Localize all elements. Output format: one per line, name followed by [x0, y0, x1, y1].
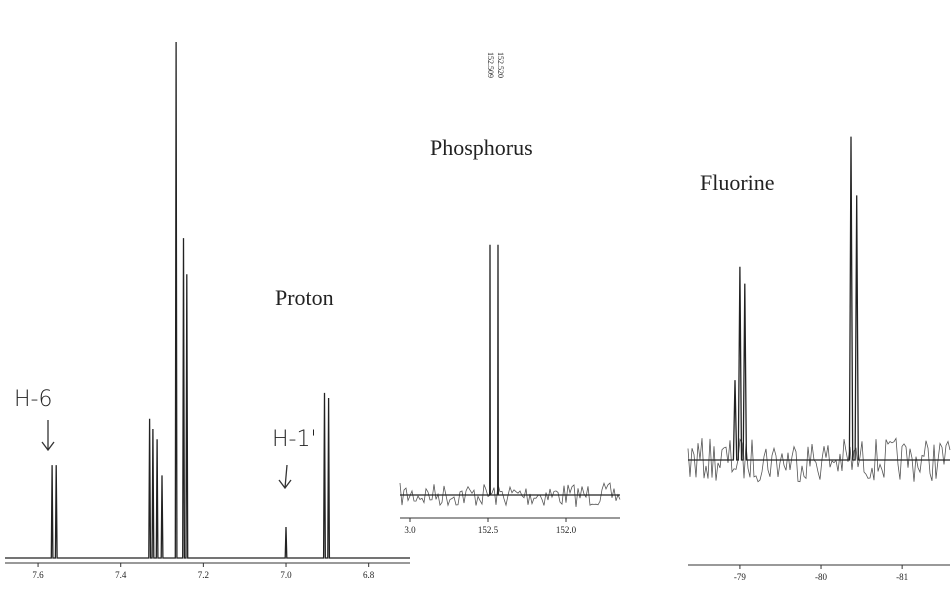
panel-title: Fluorine: [700, 170, 775, 195]
panel-title: Phosphorus: [430, 135, 533, 160]
x-tick-label: 7.0: [280, 570, 292, 580]
annotation: H-1': [272, 427, 317, 452]
x-tick-label: 152.5: [478, 525, 499, 535]
arrow: [41, 420, 55, 452]
x-tick-label: 3.0: [404, 525, 416, 535]
x-tick-label: 7.6: [32, 570, 44, 580]
panel-title: Proton: [275, 285, 334, 310]
spectrum-line: [400, 244, 620, 496]
baseline-noise: [687, 437, 951, 483]
x-tick-label: -81: [896, 572, 908, 582]
x-tick-label: 7.4: [115, 570, 127, 580]
x-tick-label: -79: [734, 572, 746, 582]
annotation: H-6: [14, 387, 52, 412]
arrow: [278, 464, 292, 490]
x-tick-label: -80: [815, 572, 827, 582]
spectrum-line: [688, 136, 950, 461]
x-tick-label: 7.2: [198, 570, 209, 580]
x-tick-label: 152.0: [556, 525, 577, 535]
annotation: 152.520: [496, 52, 505, 78]
annotation: 152.509: [486, 52, 495, 78]
baseline-noise: [399, 482, 621, 507]
spectrum-line: [5, 41, 410, 559]
x-tick-label: 6.8: [363, 570, 375, 580]
